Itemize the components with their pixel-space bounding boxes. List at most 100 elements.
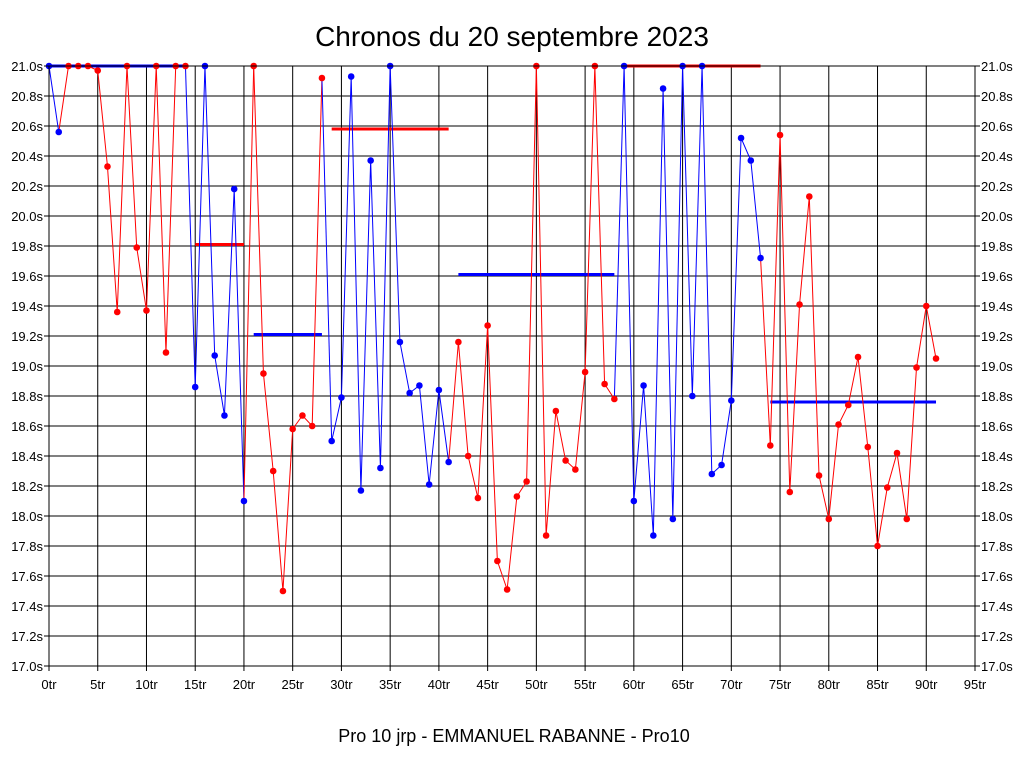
y-tick-label-left: 19.4s	[11, 299, 43, 314]
data-point	[55, 128, 63, 136]
x-tick-label: 45tr	[476, 677, 499, 692]
data-point	[113, 308, 121, 316]
data-point	[94, 67, 102, 74]
series-line	[769, 134, 937, 547]
data-point	[650, 532, 657, 539]
y-tick-label-left: 17.4s	[11, 599, 43, 614]
y-tick-label-right: 20.6s	[981, 119, 1013, 134]
data-point	[786, 488, 794, 496]
chart-title: Chronos du 20 septembre 2023	[315, 21, 709, 52]
x-tick-label: 65tr	[671, 677, 694, 692]
data-point	[864, 443, 872, 451]
data-point	[230, 185, 238, 193]
series-line	[253, 65, 323, 592]
data-point	[523, 478, 530, 485]
data-point	[221, 412, 228, 419]
y-tick-label-right: 17.0s	[981, 659, 1013, 674]
x-tick-label: 60tr	[623, 677, 646, 692]
data-point	[494, 557, 501, 565]
chart-caption: Pro 10 jrp - EMMANUEL RABANNE - Pro10	[338, 726, 689, 746]
series-connector	[448, 341, 459, 463]
data-point	[659, 85, 667, 92]
series-line	[194, 65, 245, 502]
data-point	[289, 425, 296, 433]
data-point	[503, 586, 511, 593]
y-axis-left: 17.0s 17.2s 17.4s 17.6s 17.8s 18.0s 18.2s 18.4s…	[11, 59, 49, 674]
data-point	[367, 157, 374, 164]
data-point	[513, 493, 521, 500]
y-tick-label-right: 17.4s	[981, 599, 1013, 614]
data-point	[435, 386, 443, 394]
data-point	[669, 515, 677, 523]
data-point	[611, 395, 618, 403]
data-point	[805, 193, 813, 200]
data-point	[581, 368, 589, 376]
data-point	[883, 484, 891, 491]
x-tick-label: 50tr	[525, 677, 548, 692]
x-tick-label: 75tr	[769, 677, 792, 692]
y-tick-label-left: 18.8s	[11, 389, 43, 404]
y-axis-right: 17.0s 17.2s 17.4s 17.6s 17.8s 18.0s 18.2s 18.4s…	[975, 59, 1013, 674]
x-tick-label: 40tr	[428, 677, 451, 692]
data-point	[211, 352, 219, 359]
y-tick-label-right: 18.4s	[981, 449, 1013, 464]
y-tick-label-right: 17.2s	[981, 629, 1013, 644]
data-point	[903, 515, 911, 523]
y-tick-label-right: 19.2s	[981, 329, 1013, 344]
series-connector	[184, 65, 196, 388]
x-tick-label: 85tr	[866, 677, 889, 692]
data-point	[455, 338, 462, 346]
data-point	[552, 407, 560, 415]
y-tick-label-right: 17.6s	[981, 569, 1013, 584]
data-point	[640, 382, 647, 389]
series-lines	[48, 65, 937, 592]
data-point	[318, 74, 326, 82]
y-tick-label-left: 20.4s	[11, 149, 43, 164]
data-point	[922, 302, 930, 310]
y-tick-label-left: 19.6s	[11, 269, 43, 284]
data-point	[347, 73, 355, 80]
data-point	[728, 397, 735, 404]
x-tick-label: 30tr	[330, 677, 353, 692]
y-tick-label-left: 17.0s	[11, 659, 43, 674]
data-point	[357, 487, 365, 494]
series-connector	[613, 65, 625, 400]
average-lines	[49, 64, 937, 404]
data-point	[191, 383, 199, 391]
data-point	[932, 355, 940, 362]
y-tick-label-left: 20.0s	[11, 209, 43, 224]
data-point	[630, 497, 638, 505]
data-point	[562, 457, 569, 464]
y-tick-label-left: 19.2s	[11, 329, 43, 344]
y-tick-label-left: 18.2s	[11, 479, 43, 494]
data-point	[708, 470, 716, 478]
data-point	[737, 134, 745, 142]
x-tick-label: 5tr	[90, 677, 106, 692]
series-connector	[760, 257, 771, 446]
y-tick-label-right: 20.2s	[981, 179, 1013, 194]
series-line	[48, 65, 60, 133]
data-point	[416, 382, 423, 389]
series-connector	[321, 77, 333, 442]
y-tick-label-right: 20.8s	[981, 89, 1013, 104]
data-point	[913, 364, 920, 371]
y-tick-label-left: 19.0s	[11, 359, 43, 374]
data-point	[844, 401, 852, 409]
y-tick-label-left: 18.6s	[11, 419, 43, 434]
data-point	[854, 353, 862, 361]
x-tick-label: 0tr	[41, 677, 57, 692]
x-tick-label: 70tr	[720, 677, 743, 692]
y-tick-label-left: 20.8s	[11, 89, 43, 104]
y-tick-label-left: 21.0s	[11, 59, 43, 74]
x-tick-label: 15tr	[184, 677, 207, 692]
y-tick-label-right: 17.8s	[981, 539, 1013, 554]
y-tick-label-left: 17.6s	[11, 569, 43, 584]
series-points	[45, 62, 940, 595]
data-point	[757, 254, 764, 262]
data-point	[484, 322, 491, 329]
x-tick-label: 20tr	[233, 677, 256, 692]
data-point	[445, 458, 452, 466]
y-tick-label-right: 19.4s	[981, 299, 1013, 314]
